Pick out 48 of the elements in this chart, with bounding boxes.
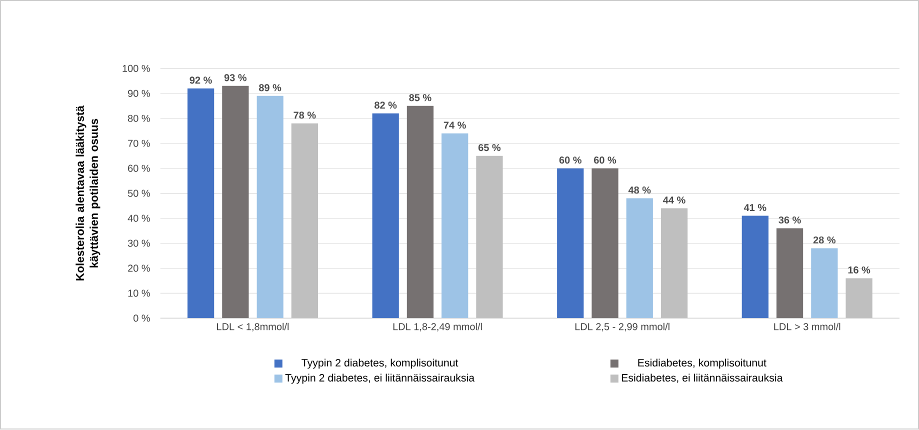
- bar: [187, 88, 214, 318]
- y-tick-label: 90 %: [128, 90, 150, 98]
- y-axis-title: Kolesterolia alentavaa lääkitystä käyttävien potilaiden osuus: [76, 106, 100, 281]
- x-tick-label: LDL 2,5 - 2,99 mmol/l: [575, 323, 670, 332]
- y-tick-label: 100 %: [122, 65, 150, 72]
- data-label: 65 %: [478, 144, 501, 152]
- legend-label: Tyypin 2 diabetes, ei liitännäissairauksia: [285, 374, 475, 384]
- bar: [776, 228, 804, 318]
- x-tick-label: LDL > 3 mmol/l: [774, 323, 840, 330]
- data-label: 85 %: [409, 94, 432, 102]
- data-label: 16 %: [848, 266, 870, 274]
- data-label: 82 %: [374, 102, 397, 109]
- y-tick-label: 30 %: [128, 240, 150, 248]
- data-label: 44 %: [663, 196, 686, 204]
- bar: [592, 168, 618, 318]
- bar: [557, 168, 584, 318]
- x-tick-label: LDL < 1,8mmol/l: [217, 323, 289, 332]
- data-label: 89 %: [258, 84, 282, 92]
- y-tick-label: 0 %: [134, 314, 150, 322]
- bar: [742, 216, 768, 318]
- data-label: 74 %: [444, 122, 466, 129]
- y-tick-label: 50 %: [128, 190, 150, 198]
- data-label: 92 %: [190, 76, 212, 84]
- legend-label: Esidiabetes, komplisoitunut: [638, 358, 766, 369]
- x-tick-label: LDL 1,8-2,49 mmol/l: [393, 323, 482, 332]
- data-label: 36 %: [778, 216, 801, 224]
- bar: [406, 106, 434, 318]
- y-tick-label: 70 %: [128, 140, 150, 148]
- bar: [626, 198, 653, 318]
- data-label: 28 %: [813, 236, 836, 244]
- data-label: 41 %: [744, 204, 766, 212]
- y-tick-label: 60 %: [128, 165, 150, 172]
- data-label: 60 %: [559, 156, 582, 164]
- bar: [442, 134, 468, 318]
- y-tick-label: 20 %: [128, 264, 150, 272]
- legend-label: Esidiabetes, ei liitännäissairauksia: [622, 374, 783, 384]
- bar: [222, 86, 249, 318]
- y-tick-label: 10 %: [128, 290, 150, 297]
- legend-label: Tyypin 2 diabetes, komplisoitunut: [302, 358, 458, 369]
- data-label: 60 %: [594, 156, 616, 164]
- bar: [372, 114, 399, 318]
- y-tick-label: 40 %: [128, 214, 150, 222]
- bar: [256, 96, 284, 318]
- data-label: 93 %: [224, 74, 247, 82]
- bar: [811, 248, 838, 318]
- data-label: 48 %: [628, 186, 651, 194]
- data-label: 78 %: [294, 112, 316, 119]
- y-tick-label: 80 %: [128, 115, 150, 122]
